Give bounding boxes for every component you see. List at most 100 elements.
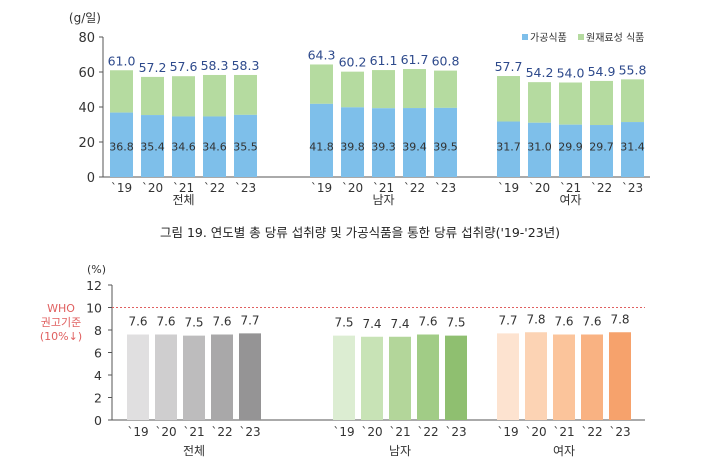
x-tick-label: `20 (342, 181, 363, 195)
data-label: 7.5 (334, 316, 353, 330)
group-label: 남자 (389, 444, 411, 458)
bar-segment-processed-food (497, 121, 520, 177)
data-label-total: 61.0 (108, 53, 136, 68)
group-label: 전체 (183, 444, 205, 458)
bar (581, 334, 603, 420)
data-label: 7.7 (498, 313, 517, 327)
x-tick-label: `19 (497, 425, 518, 439)
data-label-processed: 29.7 (589, 141, 614, 154)
bar (609, 332, 631, 420)
group-label: 여자 (559, 193, 581, 207)
x-tick-label: `22 (211, 425, 232, 439)
data-label-total: 58.3 (201, 58, 229, 73)
bar (417, 334, 439, 420)
bar-segment-processed-food (203, 116, 226, 177)
data-label-total: 57.2 (139, 60, 167, 75)
data-label: 7.6 (128, 315, 147, 329)
bar-segment-processed-food (141, 115, 164, 177)
data-label: 7.7 (240, 313, 259, 327)
data-label-processed: 34.6 (202, 141, 227, 154)
x-tick-label: `20 (361, 425, 382, 439)
data-label: 7.6 (156, 315, 175, 329)
bar (525, 332, 547, 420)
x-tick-label: `21 (373, 181, 394, 195)
data-label: 7.8 (610, 312, 629, 326)
x-tick-label: `22 (404, 181, 425, 195)
x-tick-label: `22 (591, 181, 612, 195)
y-tick-label: 12 (86, 278, 102, 293)
data-label-processed: 31.7 (496, 141, 521, 154)
data-label: 7.4 (362, 317, 381, 331)
who-reference-label: 권고기준 (41, 316, 81, 329)
data-label-processed: 36.8 (109, 141, 134, 154)
y-tick-label: 60 (78, 66, 95, 81)
x-tick-label: `21 (560, 181, 581, 195)
bar (389, 336, 411, 420)
legend-swatch-raw (578, 34, 584, 40)
x-tick-label: `19 (498, 181, 519, 195)
bar-segment-processed-food (234, 114, 257, 177)
y-tick-label: 4 (94, 368, 102, 383)
data-label-total: 64.3 (308, 47, 336, 62)
data-label-processed: 31.4 (620, 141, 645, 154)
bar (361, 336, 383, 420)
x-tick-label: `23 (239, 425, 260, 439)
bar (445, 335, 467, 420)
legend-swatch-processed (522, 34, 528, 40)
y-tick-label: 0 (87, 171, 95, 186)
bar (239, 333, 261, 420)
bar-segment-raw-food (497, 76, 520, 122)
bar-segment-raw-food (403, 69, 426, 109)
data-label-processed: 41.8 (309, 141, 334, 154)
bar-segment-processed-food (403, 108, 426, 177)
bar-segment-raw-food (590, 80, 613, 126)
bar-segment-processed-food (434, 107, 457, 177)
who-reference-label: (10%↓) (40, 330, 82, 343)
y-tick-label: 0 (94, 413, 102, 428)
who-reference-label: WHO (47, 302, 75, 315)
bar (183, 335, 205, 420)
data-label-processed: 35.4 (140, 141, 165, 154)
x-tick-label: `23 (235, 181, 256, 195)
data-label-total: 61.7 (401, 52, 429, 67)
x-tick-label: `19 (311, 181, 332, 195)
y-unit-label: (g/일) (69, 11, 101, 25)
data-label: 7.4 (390, 317, 409, 331)
data-label-processed: 39.3 (371, 141, 396, 154)
x-tick-label: `20 (155, 425, 176, 439)
data-label-total: 57.6 (170, 59, 198, 74)
data-label-total: 61.1 (370, 53, 398, 68)
bar (155, 334, 177, 420)
data-label: 7.5 (184, 316, 203, 330)
bar (497, 333, 519, 420)
bar-segment-raw-food (341, 71, 364, 108)
y-tick-label: 40 (78, 101, 95, 116)
y-tick-label: 80 (78, 31, 95, 46)
bar (333, 335, 355, 420)
data-label-processed: 39.5 (433, 141, 458, 154)
data-label-total: 58.3 (232, 58, 260, 73)
bar-segment-processed-food (590, 125, 613, 177)
data-label: 7.6 (418, 315, 437, 329)
bar-segment-raw-food (434, 70, 457, 108)
bar-segment-raw-food (372, 70, 395, 109)
y-tick-label: 10 (86, 301, 102, 316)
x-tick-label: `23 (609, 425, 630, 439)
bar-segment-processed-food (621, 122, 644, 177)
x-tick-label: `21 (553, 425, 574, 439)
data-label-processed: 35.5 (233, 141, 258, 154)
data-label: 7.5 (446, 316, 465, 330)
x-tick-label: `22 (581, 425, 602, 439)
group-label: 남자 (372, 193, 394, 207)
top-chart: (g/일) 0 20 40 60 80 36.8 61.0 `19 35.4 57.2 `20 34.6… (69, 11, 650, 207)
y-unit-label: (%) (87, 263, 106, 276)
x-tick-label: `20 (142, 181, 163, 195)
bar (553, 334, 575, 420)
bar-segment-processed-food (559, 124, 582, 177)
data-label: 7.8 (526, 312, 545, 326)
x-tick-label: `19 (333, 425, 354, 439)
bar-segment-raw-food (110, 70, 133, 113)
x-tick-label: `21 (173, 181, 194, 195)
